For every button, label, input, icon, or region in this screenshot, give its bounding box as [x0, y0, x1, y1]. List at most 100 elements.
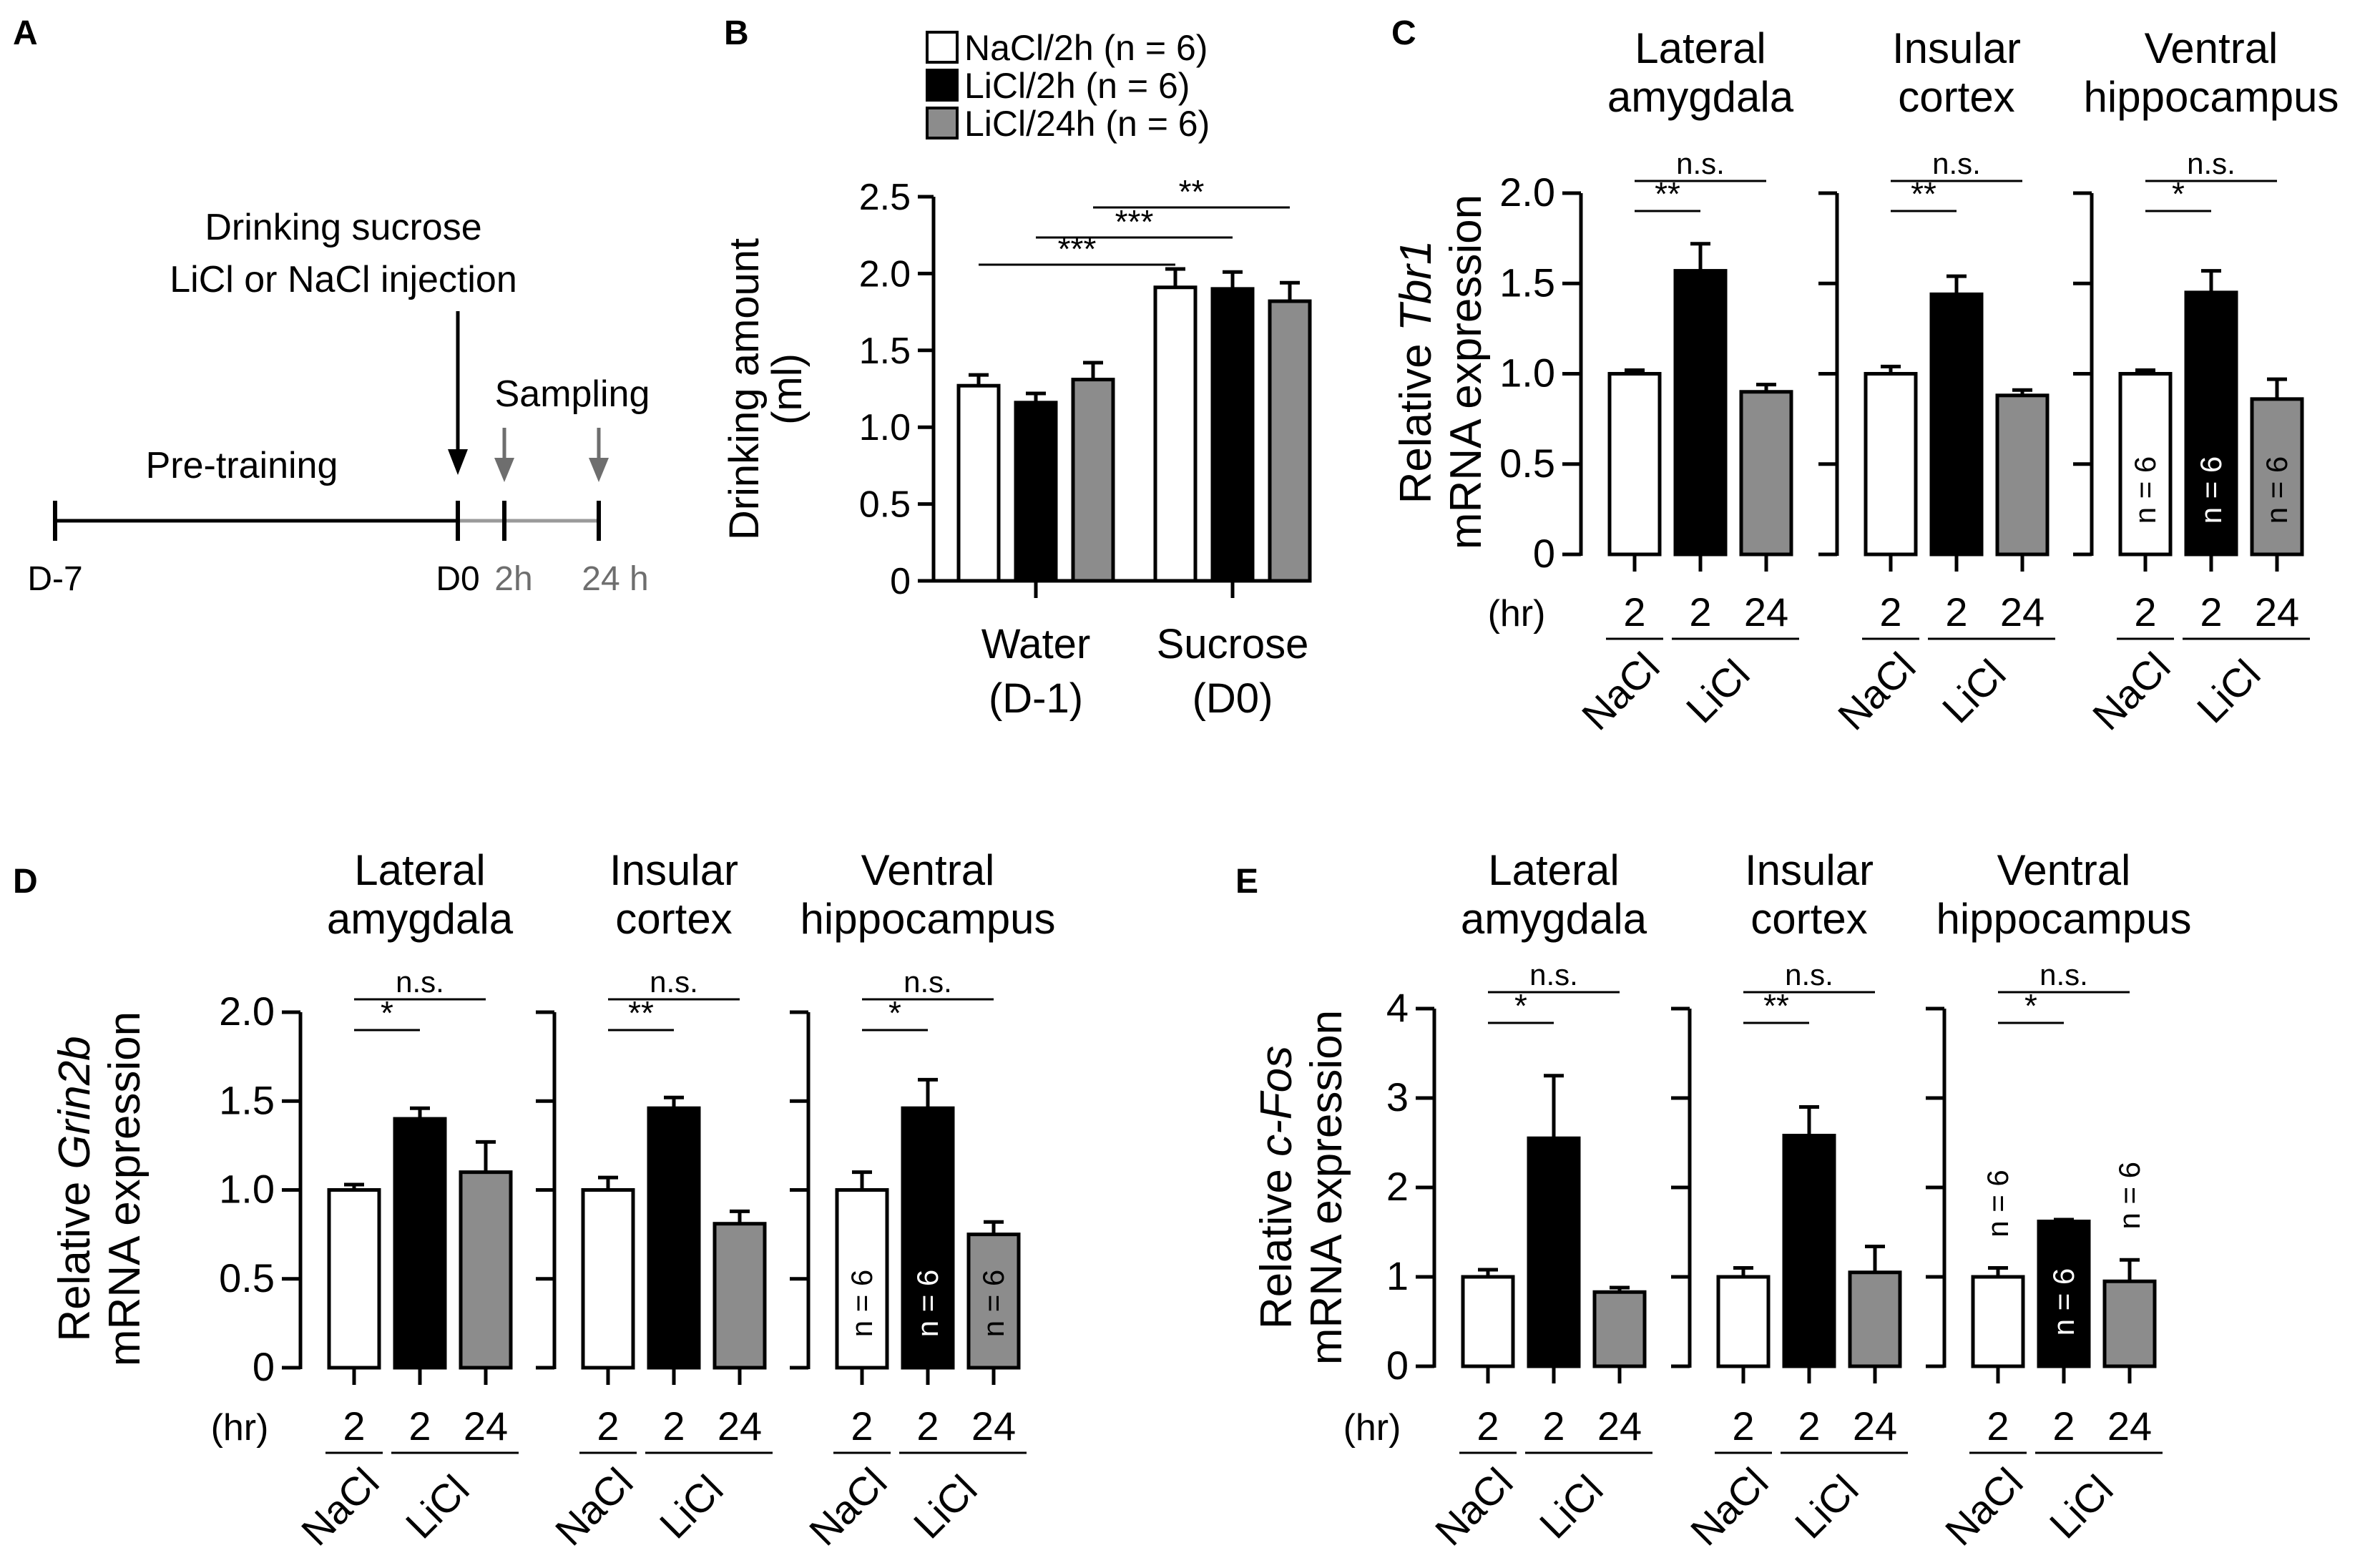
group-label-licl: LiCl	[1678, 651, 1758, 732]
hr-label: (hr)	[1343, 1407, 1401, 1449]
legend-label-licl24h: LiCl/24h (n = 6)	[964, 104, 1210, 144]
panel-b-y-tick-label: 1.0	[859, 407, 911, 449]
legend-label-nacl: NaCl/2h (n = 6)	[964, 28, 1208, 68]
expression-bar	[712, 1209, 767, 1370]
y-tick-label: 1.5	[219, 1077, 275, 1122]
expression-bar	[2250, 377, 2304, 557]
expression-bar-rect	[1864, 372, 1918, 557]
expression-bar-rect	[581, 1188, 635, 1370]
x-tick-label: 2	[916, 1403, 939, 1449]
subplot-title-line1: Ventral	[1997, 846, 2131, 894]
expression-bar	[1848, 1245, 1902, 1368]
expression-bar-rect	[835, 1188, 889, 1370]
expression-bar-rect	[1461, 1275, 1515, 1368]
x-tick-label: 2	[2052, 1403, 2075, 1449]
x-tick-label: 2	[408, 1403, 431, 1449]
expression-bar-rect	[393, 1117, 447, 1370]
n-label: n = 6	[2194, 456, 2228, 524]
expression-bar	[901, 1077, 955, 1370]
panel-b-bar	[1268, 280, 1312, 583]
hr-label: (hr)	[211, 1407, 269, 1449]
panel-letter-d: D	[13, 863, 38, 901]
x-tick-label: 2	[597, 1403, 619, 1449]
y-label-gene: Tbr1	[1391, 240, 1441, 331]
x-tick-label: 2	[2134, 589, 2156, 634]
subplot-title-line2: amygdala	[1607, 73, 1794, 121]
significance-label-far: n.s.	[904, 965, 952, 999]
subplot-title-line2: hippocampus	[2084, 73, 2339, 121]
expression-bar	[1527, 1074, 1581, 1368]
panel-b-category-sublabel: (D-1)	[989, 675, 1083, 722]
group-label-nacl: NaCl	[1829, 644, 1924, 739]
legend-label-licl2h: LiCl/2h (n = 6)	[964, 66, 1190, 106]
expression-bar	[966, 1220, 1021, 1370]
panel-b-bar-rect	[1210, 287, 1255, 583]
panel-b-bar-rect	[1268, 299, 1312, 583]
sampling-label: Sampling	[495, 373, 650, 415]
x-tick-label: 2	[1987, 1403, 2009, 1449]
subplot-title-line1: Ventral	[861, 846, 995, 894]
subplot-title-line1: Ventral	[2145, 24, 2278, 72]
significance-label-far: n.s.	[1785, 958, 1833, 991]
subplot-title-line2: cortex	[615, 895, 732, 943]
y-tick-label: 1.5	[1499, 260, 1555, 305]
panel-a: A Drinking sucrose LiCl or NaCl injectio…	[13, 14, 650, 598]
y-tick-label: 4	[1386, 985, 1409, 1030]
x-tick-label: 24	[1597, 1403, 1642, 1449]
legend-swatch-nacl	[926, 31, 959, 64]
expression-bar-rect	[712, 1222, 767, 1370]
panel-b-significance-label: ***	[1115, 203, 1154, 240]
expression-bar	[1782, 1105, 1836, 1368]
subplot-title-line2: cortex	[1750, 895, 1867, 943]
group-label-licl: LiCl	[397, 1466, 478, 1547]
group-label-nacl: NaCl	[1682, 1459, 1777, 1554]
subplot-c-1: 0 0.5 1.0 1.5 2.0 2 2 24 NaCl LiCl Lateralamygdala…	[1499, 24, 1799, 738]
expression-bar-rect	[1607, 372, 1662, 557]
hr-label: (hr)	[1488, 593, 1546, 634]
expression-bar	[1673, 242, 1728, 557]
expression-bar-rect	[1592, 1290, 1647, 1368]
panel-b-category-label: Sucrose	[1157, 621, 1309, 667]
x-tick-label: 24	[718, 1403, 762, 1449]
group-label-licl: LiCl	[651, 1466, 732, 1547]
subplot-title-line1: Lateral	[1488, 846, 1619, 894]
group-label-licl: LiCl	[1934, 651, 2014, 732]
panel-b-y-tick-label: 2.0	[859, 253, 911, 295]
sampling-arrow-icon-2h	[494, 458, 514, 482]
n-label: n = 6	[2047, 1268, 2080, 1336]
subplot-title-line1: Insular	[609, 846, 738, 894]
group-label-licl: LiCl	[1531, 1466, 1612, 1547]
group-label-nacl: NaCl	[1426, 1459, 1522, 1554]
y-label-prefix: Relative	[1391, 331, 1441, 504]
y-tick-label: 2.0	[219, 989, 275, 1034]
n-label: n = 6	[2128, 456, 2162, 524]
x-tick-label: 2	[343, 1403, 365, 1449]
expression-bar-rect	[2118, 372, 2173, 557]
panel-letter-e: E	[1235, 863, 1258, 901]
y-label-gene: Grin2b	[50, 1036, 99, 1169]
panel-b-y-tick-label: 1.5	[859, 330, 911, 372]
sampling-arrow-icon-24h	[589, 458, 609, 482]
x-tick-label: 24	[464, 1403, 508, 1449]
significance-label-far: n.s.	[1676, 147, 1725, 180]
y-tick-label: 1.0	[219, 1167, 275, 1212]
tick-label-d-7: D-7	[27, 560, 82, 598]
subplot-title-line1: Lateral	[354, 846, 485, 894]
n-label: n = 6	[976, 1270, 1010, 1338]
group-label-licl: LiCl	[2041, 1466, 2122, 1547]
panel-b-bar	[1153, 267, 1198, 583]
x-tick-label: 24	[2255, 589, 2299, 634]
legend-swatch-licl2h	[926, 69, 959, 102]
panel-b: 0 0.5 1.0 1.5 2.0 2.5 Drinking amount(ml) Water…	[721, 173, 1312, 722]
panel-b-bar	[1071, 361, 1115, 583]
significance-label-near: **	[1763, 987, 1789, 1024]
expression-bar	[393, 1106, 447, 1370]
expression-bar-rect	[901, 1106, 955, 1370]
panel-c-y-label: Relative Tbr1	[1391, 240, 1441, 504]
expression-bar	[1461, 1268, 1515, 1368]
group-label-nacl: NaCl	[293, 1459, 388, 1554]
y-tick-label: 0.5	[219, 1255, 275, 1300]
tick-label-24h: 24 h	[582, 560, 648, 598]
